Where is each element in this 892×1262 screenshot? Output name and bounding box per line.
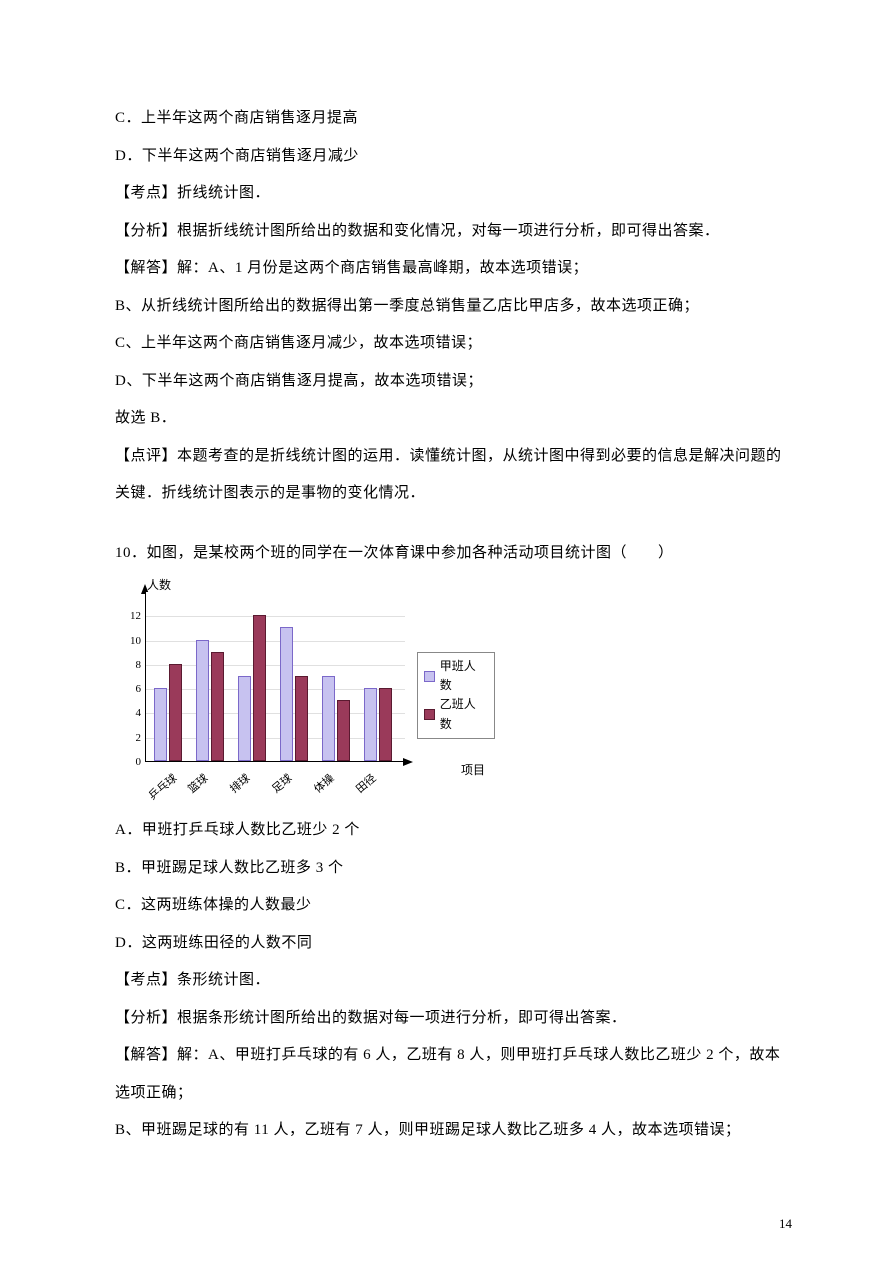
- q10-opt-c: C．这两班练体操的人数最少: [115, 887, 792, 925]
- y-tick-label: 6: [121, 683, 141, 695]
- x-tick-label: 足球: [268, 770, 295, 796]
- bar-series-a: [364, 688, 377, 761]
- plot-area: [145, 592, 405, 762]
- bar-series-b: [295, 676, 308, 761]
- y-tick-label: 0: [121, 756, 141, 768]
- bar-series-a: [196, 640, 209, 761]
- x-tick-label: 排球: [226, 770, 253, 796]
- legend-swatch-a: [424, 671, 435, 682]
- bar-series-b: [211, 652, 224, 761]
- q10-opt-b: B．甲班踢足球人数比乙班多 3 个: [115, 850, 792, 888]
- bar-series-b: [253, 615, 266, 761]
- legend-swatch-b: [424, 709, 435, 720]
- option-d-q9: D．下半年这两个商店销售逐月减少: [115, 138, 792, 176]
- y-tick-label: 10: [121, 635, 141, 647]
- legend-row-a: 甲班人数: [424, 657, 486, 695]
- grid-line: [146, 616, 405, 617]
- bar-series-b: [379, 688, 392, 761]
- legend-row-b: 乙班人数: [424, 695, 486, 733]
- jieda-q10-b: B、甲班踢足球的有 11 人，乙班有 7 人，则甲班踢足球人数比乙班多 4 人，…: [115, 1112, 792, 1150]
- bar-series-a: [154, 688, 167, 761]
- q10-stem: 10．如图，是某校两个班的同学在一次体育课中参加各种活动项目统计图（ ）: [115, 535, 792, 573]
- bar-series-a: [238, 676, 251, 761]
- legend-label-b: 乙班人数: [440, 695, 486, 733]
- legend: 甲班人数 乙班人数: [417, 652, 495, 739]
- option-c-q9: C．上半年这两个商店销售逐月提高: [115, 100, 792, 138]
- jieda-q9-c: C、上半年这两个商店销售逐月减少，故本选项错误；: [115, 325, 792, 363]
- grid-line: [146, 641, 405, 642]
- jieda-q9-a: 【解答】解：A、1 月份是这两个商店销售最高峰期，故本选项错误；: [115, 250, 792, 288]
- y-tick-label: 2: [121, 732, 141, 744]
- dianping-q9: 【点评】本题考查的是折线统计图的运用．读懂统计图，从统计图中得到必要的信息是解决…: [115, 438, 792, 513]
- x-tick-label: 田径: [352, 770, 379, 796]
- legend-label-a: 甲班人数: [440, 657, 486, 695]
- page-number: 14: [779, 1216, 792, 1232]
- q10-opt-d: D．这两班练田径的人数不同: [115, 925, 792, 963]
- jieda-q10-a: 【解答】解：A、甲班打乒乓球的有 6 人，乙班有 8 人，则甲班打乒乓球人数比乙…: [115, 1037, 792, 1112]
- kaodian-q10: 【考点】条形统计图．: [115, 962, 792, 1000]
- grid-line: [146, 665, 405, 666]
- y-axis-label: 人数: [147, 576, 171, 593]
- y-tick-label: 4: [121, 707, 141, 719]
- fenxi-q9: 【分析】根据折线统计图所给出的数据和变化情况，对每一项进行分析，即可得出答案．: [115, 213, 792, 251]
- jieda-q9-ans: 故选 B．: [115, 400, 792, 438]
- x-axis-arrow: [403, 758, 413, 766]
- fenxi-q10: 【分析】根据条形统计图所给出的数据对每一项进行分析，即可得出答案．: [115, 1000, 792, 1038]
- x-tick-label: 篮球: [184, 770, 211, 796]
- jieda-q9-d: D、下半年这两个商店销售逐月提高，故本选项错误；: [115, 363, 792, 401]
- kaodian-q9: 【考点】折线统计图．: [115, 175, 792, 213]
- x-tick-label: 体操: [310, 770, 337, 796]
- jieda-q9-b: B、从折线统计图所给出的数据得出第一季度总销售量乙店比甲店多，故本选项正确；: [115, 288, 792, 326]
- bar-chart: 人数 项目 甲班人数 乙班人数 2 4 6 8 10 12 0 乒乓球篮球排球足球体操田径: [115, 578, 495, 808]
- q10-opt-a: A．甲班打乒乓球人数比乙班少 2 个: [115, 812, 792, 850]
- x-axis-label: 项目: [461, 761, 485, 778]
- x-tick-label: 乒乓球: [145, 770, 181, 803]
- y-tick-label: 8: [121, 659, 141, 671]
- bar-series-a: [280, 627, 293, 761]
- bar-series-a: [322, 676, 335, 761]
- bar-series-b: [337, 700, 350, 761]
- bar-series-b: [169, 664, 182, 761]
- y-tick-label: 12: [121, 610, 141, 622]
